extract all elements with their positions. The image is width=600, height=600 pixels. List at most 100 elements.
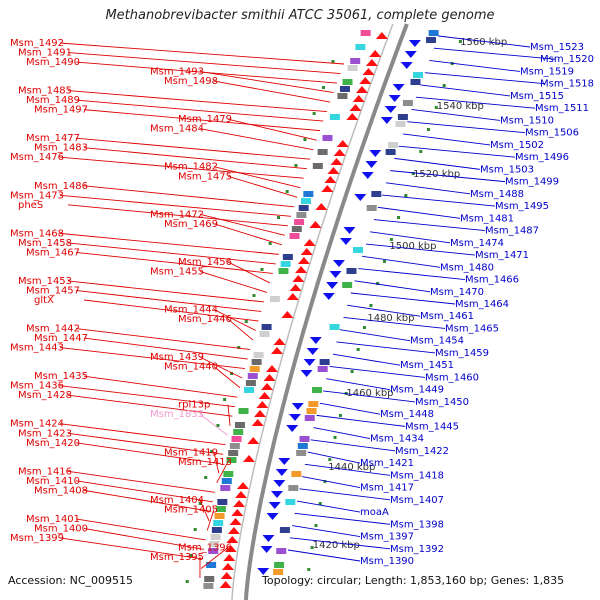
right-connector-line (433, 47, 556, 60)
forward-gene-arrow (349, 104, 362, 111)
left-connector-line (75, 137, 311, 160)
track-block (304, 415, 315, 421)
left-gene-label: Msm_1497 (34, 105, 88, 116)
forward-gene-arrow (219, 581, 232, 588)
right-gene-label: moaA (360, 507, 389, 518)
left-connector-line (67, 280, 265, 303)
right-gene-label: Msm_1506 (525, 128, 579, 139)
track-block (253, 352, 264, 358)
right-connector-line (289, 537, 391, 550)
track-block (296, 212, 307, 218)
scale-tick (268, 242, 272, 245)
reverse-gene-arrow (260, 546, 273, 553)
left-gene-label: Msm_1484 (150, 124, 204, 135)
right-connector-line (304, 463, 391, 476)
forward-gene-arrow (362, 68, 375, 75)
left-gene-label: Msm_1456 (178, 257, 232, 268)
track-block (204, 576, 215, 582)
track-block (296, 450, 307, 456)
right-gene-label: Msm_1496 (515, 152, 569, 163)
track-block (226, 457, 237, 463)
scale-tick (314, 524, 318, 527)
forward-gene-arrow (286, 293, 299, 300)
reverse-gene-arrow (404, 51, 417, 58)
left-connector-line (213, 166, 301, 189)
scale-tick (307, 568, 311, 571)
track-block (211, 527, 222, 533)
reverse-gene-arrow (332, 260, 345, 267)
right-connector-line (326, 378, 391, 391)
right-connector-line (394, 157, 481, 170)
forward-gene-arrow (333, 149, 346, 156)
left-gene-label: Msm_1457 (26, 285, 80, 296)
right-connector-line (398, 145, 516, 158)
track-block (234, 422, 245, 428)
left-gene-label: Msm_1442 (26, 324, 80, 335)
left-connector-line (67, 204, 288, 227)
scale-tick (411, 172, 415, 175)
scale-tick (310, 546, 314, 549)
scale-tick (252, 294, 256, 297)
forward-gene-arrow (289, 284, 302, 291)
left-connector-line (75, 99, 324, 122)
right-connector-line (354, 280, 431, 293)
left-connector-line (75, 290, 262, 312)
left-connector-line (213, 223, 282, 246)
right-connector-line (313, 427, 371, 440)
right-connector-line (294, 512, 391, 525)
left-connector-line (75, 328, 251, 351)
track-block (337, 93, 348, 99)
track-block (273, 569, 284, 575)
right-gene-label: Msm_1487 (485, 226, 539, 237)
left-connector-line (75, 442, 222, 465)
forward-gene-arrow (309, 221, 322, 228)
track-block (299, 436, 310, 442)
scale-tick (389, 238, 393, 241)
left-gene-label: Msm_1453 (18, 276, 72, 287)
forward-gene-arrow (256, 401, 269, 408)
left-gene-label: Msm_1408 (34, 485, 88, 496)
track-block (229, 443, 240, 449)
left-gene-label: Msm_1420 (26, 438, 80, 449)
track-block (282, 254, 293, 260)
left-connector-line (199, 499, 210, 522)
scale-label: 1540 kbp (437, 101, 484, 112)
forward-gene-arrow (220, 572, 233, 579)
track-block (208, 548, 219, 554)
left-connector-line (213, 309, 256, 331)
forward-gene-arrow (297, 257, 310, 264)
scale-tick (223, 398, 227, 401)
track-block (249, 366, 260, 372)
track-block (294, 219, 305, 225)
reverse-gene-arrow (354, 194, 367, 201)
forward-gene-arrow (265, 365, 278, 372)
right-gene-label: Msm_1448 (380, 409, 434, 420)
left-connector-line (59, 537, 203, 560)
scale-tick (277, 216, 281, 219)
right-gene-label: Msm_1454 (410, 336, 464, 347)
scale-tick (323, 480, 327, 483)
left-gene-label: Msm_1399 (10, 533, 64, 544)
scale-tick (198, 502, 202, 505)
track-block (276, 548, 287, 554)
right-connector-line (362, 255, 441, 268)
track-block (312, 163, 323, 169)
track-block (346, 268, 357, 274)
forward-gene-arrow (227, 527, 240, 534)
right-gene-label: Msm_1480 (440, 262, 494, 273)
forward-gene-arrow (221, 563, 234, 570)
forward-gene-arrow (263, 374, 276, 381)
reverse-gene-arrow (271, 491, 284, 498)
reverse-gene-arrow (343, 227, 356, 234)
track-block (215, 506, 226, 512)
reverse-gene-arrow (300, 370, 313, 377)
track-block (238, 408, 249, 414)
reverse-gene-arrow (369, 150, 382, 157)
left-gene-label: Msm_1439 (150, 352, 204, 363)
left-connector-line (227, 175, 298, 198)
right-gene-label: Msm_1407 (390, 495, 444, 506)
forward-gene-arrow (295, 266, 308, 273)
left-gene-label: Msm_1492 (10, 38, 64, 49)
genome-backbone (244, 23, 409, 600)
